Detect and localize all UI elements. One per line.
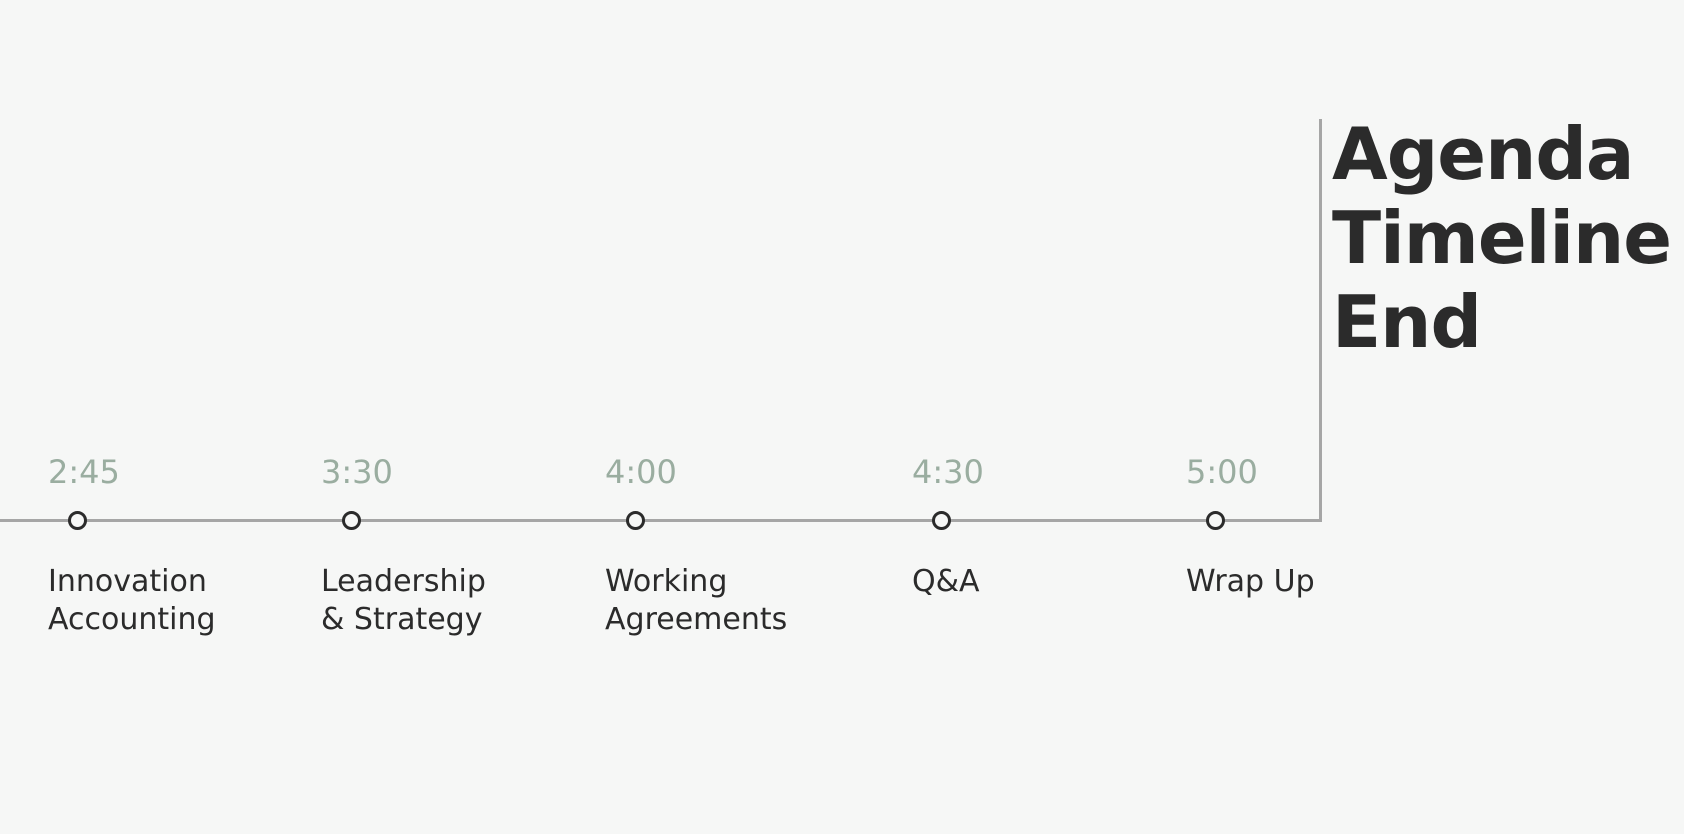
slide-title: Agenda Timeline End — [1332, 112, 1672, 364]
milestone-label-line-2: Accounting — [48, 602, 216, 637]
milestone-label-line-1: Leadership — [321, 564, 486, 599]
title-line-2: Timeline — [1332, 196, 1672, 280]
milestone-time: 4:00 — [605, 453, 677, 491]
milestone-label: Q&A — [912, 563, 980, 601]
milestone-label-line-1: Q&A — [912, 564, 980, 599]
milestone-label: Wrap Up — [1186, 563, 1315, 601]
milestone-dot — [342, 511, 361, 530]
milestone-time: 3:30 — [321, 453, 393, 491]
milestone-label: Working Agreements — [605, 563, 787, 639]
milestone-dot — [68, 511, 87, 530]
milestone-time: 4:30 — [912, 453, 984, 491]
milestone-label-line-2: & Strategy — [321, 602, 483, 637]
milestone-time: 2:45 — [48, 453, 120, 491]
milestone-label-line-1: Working — [605, 564, 728, 599]
milestone-time: 5:00 — [1186, 453, 1258, 491]
milestone-dot — [626, 511, 645, 530]
timeline-axis — [0, 519, 1322, 522]
milestone-label-line-2: Agreements — [605, 602, 788, 637]
milestone-label-line-1: Innovation — [48, 564, 207, 599]
title-line-3: End — [1332, 280, 1482, 364]
milestone-dot — [1206, 511, 1225, 530]
milestone-label-line-1: Wrap Up — [1186, 564, 1315, 599]
milestone-label: Leadership & Strategy — [321, 563, 486, 639]
milestone-label: Innovation Accounting — [48, 563, 216, 639]
milestone-dot — [932, 511, 951, 530]
timeline-end-marker — [1319, 119, 1322, 522]
title-line-1: Agenda — [1332, 112, 1634, 196]
